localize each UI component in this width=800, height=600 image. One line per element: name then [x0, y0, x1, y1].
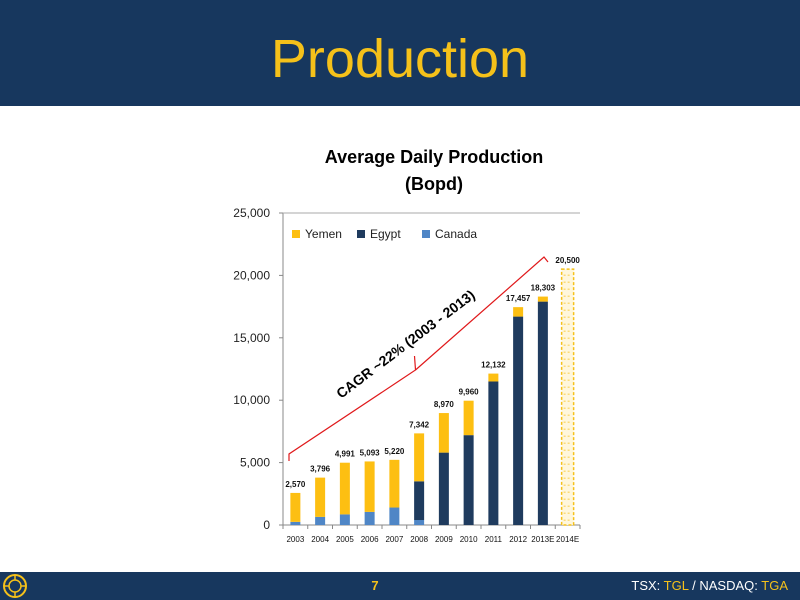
- y-tick-label: 15,000: [233, 331, 270, 345]
- legend-label-egypt: Egypt: [370, 227, 401, 241]
- page-number: 7: [371, 578, 379, 593]
- data-label: 5,093: [360, 448, 381, 457]
- bar-canada: [364, 511, 375, 525]
- legend-swatch-yemen: [292, 230, 300, 238]
- cagr-bracket: [288, 256, 549, 461]
- data-label: 18,303: [531, 284, 556, 293]
- bar-yemen: [315, 477, 326, 517]
- nasdaq-symbol: TGA: [761, 578, 788, 593]
- bar-canada: [290, 521, 301, 525]
- bar-egypt: [414, 481, 425, 521]
- y-tick-label: 25,000: [233, 206, 270, 220]
- y-tick-label: 0: [263, 518, 270, 532]
- bar-canada: [414, 520, 425, 525]
- bar-canada: [339, 514, 350, 525]
- forecast-bar: [560, 268, 575, 526]
- x-tick-label: 2013E: [531, 535, 554, 544]
- company-logo-icon: [3, 574, 27, 598]
- footer-bar: 7 TSX: TGL / NASDAQ: TGA: [0, 572, 800, 600]
- bar-egypt: [513, 316, 524, 525]
- cagr-annotation: CAGR ~22% (2003 - 2013): [333, 287, 478, 402]
- production-chart: Average Daily Production (Bopd) 0 5,000 10,0…: [233, 147, 581, 544]
- data-label: 8,970: [434, 400, 455, 409]
- bar-canada: [389, 507, 400, 525]
- chart-title: Average Daily Production: [325, 147, 543, 167]
- bar-yemen: [463, 400, 474, 436]
- stock-ticker: TSX: TGL / NASDAQ: TGA: [631, 576, 788, 596]
- data-label: 9,960: [459, 388, 480, 397]
- bar-egypt: [537, 301, 548, 525]
- bar-yemen: [389, 459, 400, 508]
- bar-yemen: [414, 433, 425, 482]
- slide-title: Production: [270, 29, 530, 89]
- chart-subtitle: (Bopd): [405, 174, 463, 194]
- data-label: 5,220: [384, 447, 405, 456]
- x-tick-label: 2010: [460, 535, 478, 544]
- nasdaq-label: NASDAQ:: [699, 578, 758, 593]
- bar-egypt: [488, 381, 499, 525]
- bar-yemen: [364, 461, 375, 512]
- x-tick-label: 2004: [311, 535, 329, 544]
- data-label: 7,342: [409, 420, 430, 429]
- x-tick-label: 2005: [336, 535, 354, 544]
- data-label: 20,500: [555, 256, 580, 265]
- x-tick-label: 2007: [385, 535, 403, 544]
- x-tick-label: 2006: [361, 535, 379, 544]
- bar-egypt: [438, 452, 449, 525]
- y-tick-label: 10,000: [233, 393, 270, 407]
- bar-canada: [315, 516, 326, 525]
- bar-yemen: [513, 307, 524, 317]
- data-label: 3,796: [310, 465, 331, 474]
- x-tick-label: 2008: [410, 535, 428, 544]
- bar-yemen: [537, 296, 548, 302]
- tsx-label: TSX:: [631, 578, 661, 593]
- bar-yemen: [438, 413, 449, 453]
- data-label: 17,457: [506, 294, 531, 303]
- y-tick-label: 20,000: [233, 268, 270, 282]
- bar-yemen: [339, 462, 350, 515]
- data-label: 2,570: [285, 480, 306, 489]
- tsx-symbol: TGL: [663, 578, 689, 593]
- y-tick-label: 5,000: [240, 456, 270, 470]
- data-label: 4,991: [335, 450, 356, 459]
- bar-yemen: [488, 373, 499, 382]
- x-tick-label: 2012: [509, 535, 527, 544]
- legend-swatch-canada: [422, 230, 430, 238]
- title-bar: Production: [0, 0, 800, 106]
- x-tick-label: 2009: [435, 535, 453, 544]
- legend-label-canada: Canada: [435, 227, 477, 241]
- data-label: 12,132: [481, 361, 506, 370]
- x-tick-label: 2014E: [556, 535, 579, 544]
- x-tick-label: 2003: [286, 535, 304, 544]
- legend-label-yemen: Yemen: [305, 227, 342, 241]
- legend-swatch-egypt: [357, 230, 365, 238]
- bar-yemen: [290, 492, 301, 522]
- ticker-separator: /: [692, 578, 696, 593]
- x-tick-label: 2011: [485, 535, 503, 544]
- bar-egypt: [463, 435, 474, 525]
